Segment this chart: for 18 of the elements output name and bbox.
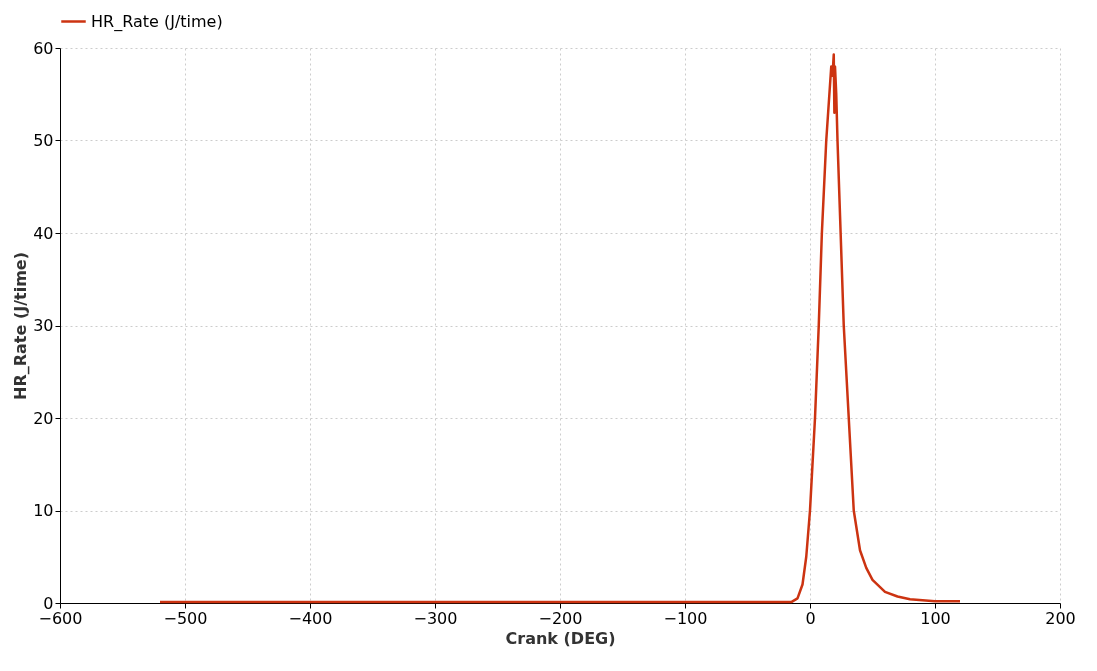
x-axis-title: Crank (DEG): [505, 628, 616, 648]
x-tick-label: −200: [538, 608, 583, 628]
x-tick-label: −300: [413, 608, 458, 628]
y-tick-label: 10: [33, 501, 54, 520]
y-tick-label: 50: [33, 131, 54, 150]
x-tick-label: −400: [288, 608, 333, 628]
x-tick-label: 100: [920, 608, 951, 628]
y-tick-label: 30: [33, 316, 54, 335]
y-tick-label: 40: [33, 223, 54, 243]
x-tick-label: 200: [1045, 608, 1076, 628]
legend-label: HR_Rate (J/time): [91, 11, 223, 32]
x-tick-label: −100: [663, 608, 708, 628]
line-series: [158, 53, 962, 604]
x-tick-label: −500: [163, 608, 208, 628]
y-axis-title: HR_Rate (J/time): [11, 252, 31, 400]
y-tick-label: 20: [33, 408, 54, 428]
y-tick-label: 60: [33, 38, 54, 58]
x-tick-label: 0: [805, 608, 816, 628]
